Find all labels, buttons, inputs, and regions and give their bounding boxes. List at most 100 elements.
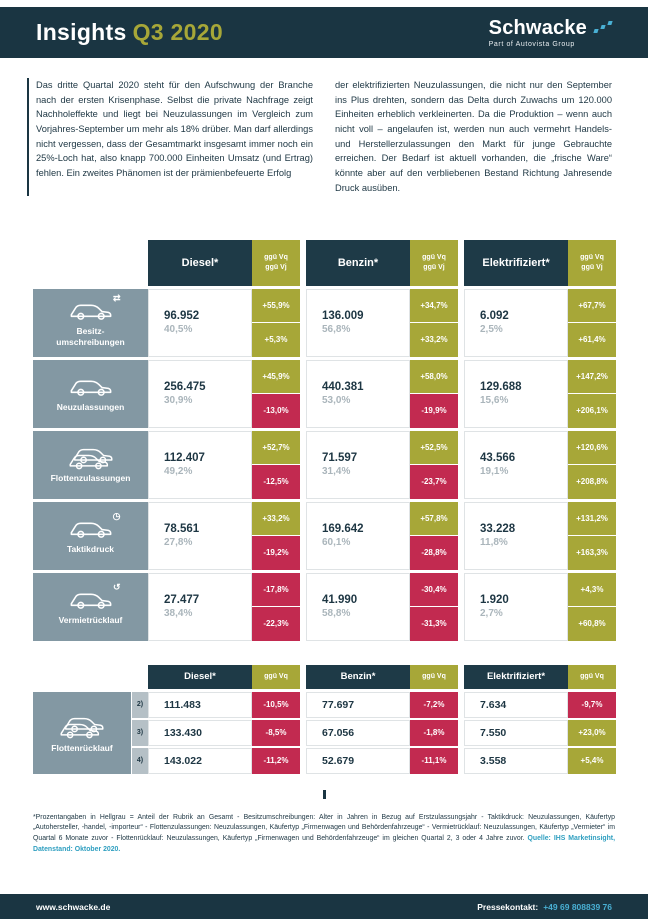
press-contact-phone[interactable]: +49 69 808839 76 bbox=[543, 901, 612, 912]
delta-cell: -11,1% bbox=[410, 747, 458, 774]
car-icon bbox=[69, 373, 113, 399]
website-link[interactable]: www.schwacke.de bbox=[36, 901, 111, 912]
value: 256.475 bbox=[164, 381, 206, 393]
value-cell: 3.558 bbox=[464, 747, 568, 774]
share-value: 2,5% bbox=[480, 324, 503, 335]
table-row-neuzulassungen: Neuzulassungen 256.475 30,9% +45,9% -13,… bbox=[33, 359, 616, 428]
exchange-arrows-glyph: ⇄ bbox=[112, 292, 121, 303]
delta-vq-badge: -11,1% bbox=[410, 747, 458, 774]
delta-cell: +5,4% bbox=[568, 747, 616, 774]
delta-vq-badge: +4,3% bbox=[568, 572, 616, 606]
footer-band: www.schwacke.de Pressekontakt: +49 69 808… bbox=[0, 894, 648, 919]
column-header-elektrifiziert-delta: ggü Vq ggü Vj bbox=[568, 239, 616, 286]
press-contact-label: Pressekontakt: bbox=[477, 901, 539, 912]
delta-cell: +45,9% -13,0% bbox=[252, 359, 300, 428]
delta-vq-badge: +45,9% bbox=[252, 359, 300, 393]
delta-vj-badge: +33,2% bbox=[410, 323, 458, 357]
value-cell: 33.228 11,8% bbox=[464, 501, 568, 570]
share-value: 30,9% bbox=[164, 395, 193, 406]
column-header-diesel-delta: ggü Vq ggü Vj bbox=[252, 239, 300, 286]
car-return-icon: ↺ bbox=[69, 582, 121, 612]
value-cell: 169.642 60,1% bbox=[306, 501, 410, 570]
footnote-text: *Prozentangaben in Hellgrau = Anteil der… bbox=[33, 813, 615, 843]
value-cell: 7.634 bbox=[464, 691, 568, 718]
delta-cell: +57,8% -28,8% bbox=[410, 501, 458, 570]
delta-vq-badge: -7,2% bbox=[410, 691, 458, 718]
value: 440.381 bbox=[322, 381, 364, 393]
delta-vj-badge: -23,7% bbox=[410, 465, 458, 499]
footnote: *Prozentangaben in Hellgrau = Anteil der… bbox=[33, 813, 615, 857]
delta-vq-badge: +120,6% bbox=[568, 430, 616, 464]
column-header-elektrifiziert-delta: ggü Vq bbox=[568, 664, 616, 689]
value-cell: 143.022 bbox=[148, 747, 252, 774]
value-cell: 52.679 bbox=[306, 747, 410, 774]
share-value: 58,8% bbox=[322, 608, 351, 619]
delta-cell: -17,8% -22,3% bbox=[252, 572, 300, 641]
delta-vq-badge: -1,8% bbox=[410, 719, 458, 746]
row-label: Neuzulassungen bbox=[33, 359, 148, 428]
delta-vq-badge: -9,7% bbox=[568, 691, 616, 718]
delta-vj-badge: +61,4% bbox=[568, 323, 616, 357]
value-cell: 133.430 bbox=[148, 719, 252, 746]
delta-vq-label: ggü Vq bbox=[264, 254, 288, 261]
row-label: ⇄ Besitz- umschreibungen bbox=[33, 288, 148, 357]
title-quarter: Q3 2020 bbox=[132, 19, 223, 45]
delta-vq-badge: +58,0% bbox=[410, 359, 458, 393]
delta-vq-badge: +34,7% bbox=[410, 288, 458, 322]
column-header-elektrifiziert: Elektrifiziert* bbox=[464, 664, 568, 689]
delta-vj-badge: +60,8% bbox=[568, 607, 616, 641]
delta-cell: +131,2% +163,3% bbox=[568, 501, 616, 570]
delta-vq-badge: +52,7% bbox=[252, 430, 300, 464]
share-value: 15,6% bbox=[480, 395, 509, 406]
flottenruecklauf-table: Diesel* ggü Vq Benzin* ggü Vq Elektrifiz… bbox=[33, 664, 616, 774]
page-title: Insights Q3 2020 bbox=[36, 19, 223, 46]
row-label-block: Flottenrücklauf 2) 3) 4) bbox=[33, 691, 148, 774]
share-value: 19,1% bbox=[480, 466, 509, 477]
value: 43.566 bbox=[480, 452, 516, 464]
row-label: ◷ Taktikdruck bbox=[33, 501, 148, 570]
main-table: Diesel* ggü Vq ggü Vj Benzin* ggü Vq ggü… bbox=[33, 239, 616, 641]
row-label: Flottenzulassungen bbox=[33, 430, 148, 499]
delta-vj-badge: -19,9% bbox=[410, 394, 458, 428]
column-header-benzin-delta: ggü Vq ggü Vj bbox=[410, 239, 458, 286]
column-header-elektrifiziert: Elektrifiziert* bbox=[464, 239, 568, 286]
value-cell: 6.092 2,5% bbox=[464, 288, 568, 357]
delta-vq-badge: +5,4% bbox=[568, 747, 616, 774]
share-value: 31,4% bbox=[322, 466, 351, 477]
return-arrow-glyph: ↺ bbox=[112, 582, 121, 593]
delta-vj-badge: +163,3% bbox=[568, 536, 616, 570]
table-row: 143.022 -11,2% 52.679 -11,1% 3.558 +5,4% bbox=[148, 747, 616, 774]
value: 71.597 bbox=[322, 452, 358, 464]
table-row-taktikdruck: ◷ Taktikdruck 78.561 27,8% +33,2% -19,2% bbox=[33, 501, 616, 570]
row-label-text: Vermietrücklauf bbox=[58, 615, 123, 626]
delta-vj-badge: -12,5% bbox=[252, 465, 300, 499]
delta-vj-badge: -19,2% bbox=[252, 536, 300, 570]
delta-cell: -8,5% bbox=[252, 719, 300, 746]
share-value: 11,8% bbox=[480, 537, 508, 548]
delta-vq-badge: +57,8% bbox=[410, 501, 458, 535]
header-label-spacer bbox=[33, 665, 148, 689]
delta-vq-badge: +33,2% bbox=[252, 501, 300, 535]
row-label-text: Flottenrücklauf bbox=[51, 742, 113, 753]
flottenruecklauf-rows: 111.483 -10,5% 77.697 -7,2% 7.634 -9,7% … bbox=[148, 691, 616, 774]
intro-section: Das dritte Quartal 2020 steht für den Au… bbox=[27, 78, 612, 196]
value-cell: 77.697 bbox=[306, 691, 410, 718]
delta-vq-badge: -8,5% bbox=[252, 719, 300, 746]
value: 96.952 bbox=[164, 310, 200, 322]
delta-vj-badge: -31,3% bbox=[410, 607, 458, 641]
row-label-text: Besitz- umschreibungen bbox=[56, 325, 125, 347]
footnote-source: Quelle: IHS Marketinsight, Datenstand: O… bbox=[33, 835, 615, 854]
two-cars-icon bbox=[68, 444, 114, 470]
delta-cell: -7,2% bbox=[410, 691, 458, 718]
table-row: 133.430 -8,5% 67.056 -1,8% 7.550 +23,0% bbox=[148, 719, 616, 746]
delta-vq-badge: +67,7% bbox=[568, 288, 616, 322]
header-label-spacer bbox=[33, 240, 148, 286]
delta-cell: +147,2% +206,1% bbox=[568, 359, 616, 428]
delta-vq-badge: +131,2% bbox=[568, 501, 616, 535]
column-header-diesel-delta: ggü Vq bbox=[252, 664, 300, 689]
delta-vj-label: ggü Vj bbox=[423, 264, 445, 271]
press-contact: Pressekontakt: +49 69 808839 76 bbox=[477, 902, 612, 912]
year-marker: 3) bbox=[132, 719, 148, 746]
value-cell: 112.407 49,2% bbox=[148, 430, 252, 499]
